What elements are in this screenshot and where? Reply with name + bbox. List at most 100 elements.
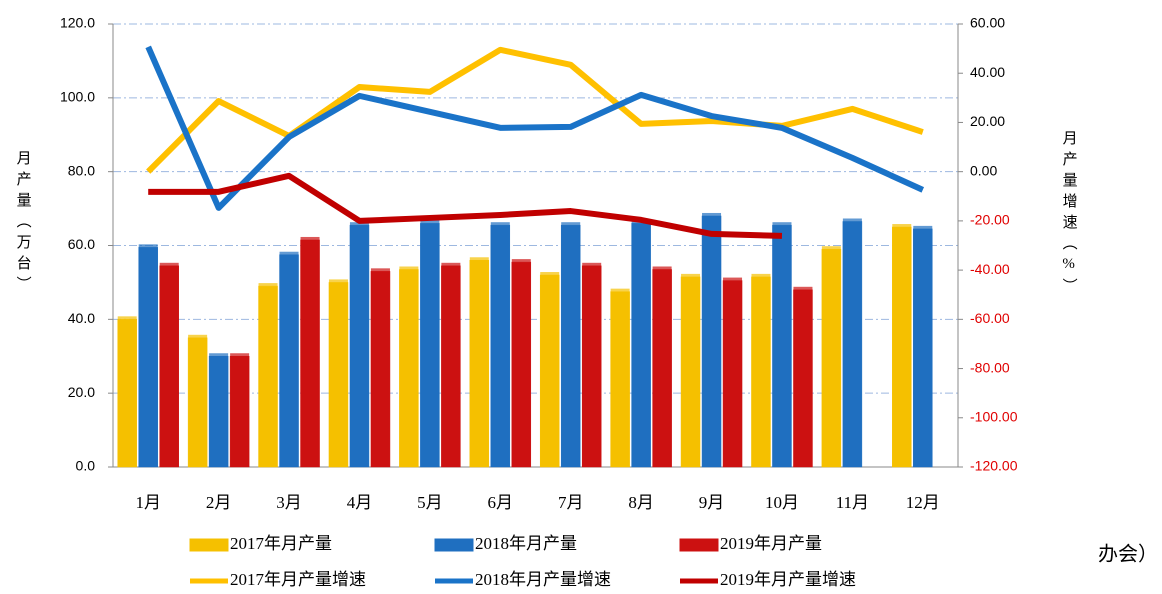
x-tick-label: 2月: [206, 493, 232, 512]
y-tick-label: 60.0: [68, 236, 95, 252]
y2-tick-label: -60.00: [970, 310, 1010, 326]
bar: [511, 261, 532, 468]
line: [148, 172, 783, 239]
y-tick-label: 40.0: [68, 310, 95, 326]
bar: [469, 260, 490, 468]
bar-top: [511, 259, 531, 263]
y2-axis-title: 月产量增速（%）: [1061, 130, 1078, 299]
y-tick-label: 80.0: [68, 162, 95, 178]
bar: [159, 265, 179, 468]
bar-top: [258, 283, 278, 287]
bar: [279, 254, 299, 468]
bar-top: [793, 286, 813, 290]
x-tick-label: 1月: [135, 493, 161, 512]
y-tick-label: 20.0: [68, 384, 95, 400]
y-tick-label: 0.0: [76, 458, 96, 474]
x-tick-label: 9月: [699, 493, 725, 512]
bar-top: [399, 266, 419, 270]
bar: [842, 221, 863, 468]
bar: [560, 224, 581, 468]
bar-top: [842, 218, 862, 222]
bar: [138, 247, 158, 468]
bar: [772, 224, 792, 468]
bar-top: [751, 273, 771, 277]
bar: [420, 223, 440, 468]
bar: [208, 356, 229, 468]
bar-top: [370, 268, 390, 272]
bar-top: [561, 222, 581, 226]
y2-tick-label: -120.00: [970, 458, 1018, 474]
y2-tick-label: 60.00: [970, 15, 1005, 31]
bar-top: [723, 277, 743, 281]
bar: [680, 276, 701, 468]
bar-top: [490, 222, 510, 226]
y2-tick-label: 0.00: [970, 162, 997, 178]
y2-tick-label: -20.00: [970, 212, 1010, 228]
bar-top: [892, 224, 912, 228]
bar: [300, 239, 320, 468]
x-tick-label: 12月: [906, 493, 940, 512]
bar: [187, 337, 208, 468]
bar: [349, 224, 370, 468]
y-axis-title: 月产量（万台）: [15, 150, 32, 297]
bar: [581, 265, 602, 468]
y-tick-label: 100.0: [60, 89, 95, 105]
bar-top: [702, 212, 722, 216]
bar-top: [610, 288, 630, 292]
y-tick-label: 120.0: [60, 15, 95, 31]
bar-top: [117, 316, 137, 320]
legend-label: 2019年月产量: [720, 534, 822, 553]
bar-top: [279, 251, 299, 255]
bar-top: [469, 257, 489, 261]
legend-label: 2018年月产量: [475, 534, 577, 553]
bar-top: [300, 236, 320, 240]
y2-tick-label: -40.00: [970, 261, 1010, 277]
bar: [652, 269, 672, 468]
annotation: 办会）: [1098, 543, 1158, 566]
bar-top: [582, 262, 602, 266]
bar: [892, 226, 912, 468]
bar: [117, 319, 137, 468]
bar: [490, 224, 511, 468]
legend-label: 2019年月产量增速: [720, 570, 856, 589]
x-tick-label: 6月: [488, 493, 514, 512]
bar-top: [159, 262, 179, 266]
bar: [370, 271, 391, 468]
x-tick-label: 3月: [276, 493, 302, 512]
bar-top: [821, 246, 841, 250]
y2-tick-label: 20.00: [970, 113, 1005, 129]
bar-top: [772, 222, 792, 226]
bar-top: [209, 353, 229, 357]
x-tick-label: 5月: [417, 493, 443, 512]
bar: [701, 215, 722, 468]
legend-swatch: [189, 538, 229, 552]
bar: [631, 223, 651, 468]
bar-top: [441, 262, 461, 266]
bar: [722, 280, 743, 468]
y2-tick-label: -100.00: [970, 408, 1018, 424]
legend-swatch: [679, 538, 719, 552]
line: [146, 46, 924, 174]
x-tick-label: 4月: [347, 493, 373, 512]
bar-top: [540, 272, 560, 276]
bar: [539, 274, 560, 468]
bar: [441, 265, 461, 468]
x-tick-label: 11月: [836, 493, 869, 512]
line: [145, 45, 925, 211]
bar-top: [138, 244, 158, 248]
bar: [258, 285, 278, 468]
x-tick-label: 8月: [628, 493, 654, 512]
bar: [399, 269, 419, 468]
bar-top: [681, 273, 701, 277]
legend-label: 2018年月产量增速: [475, 570, 611, 589]
bar-top: [230, 353, 250, 357]
y2-tick-label: -80.00: [970, 359, 1010, 375]
bar-top: [913, 225, 933, 229]
bar: [610, 291, 630, 468]
x-tick-label: 10月: [765, 493, 799, 512]
bar-top: [188, 334, 208, 338]
bar: [328, 282, 349, 468]
bar: [229, 356, 250, 468]
bar-top: [328, 279, 348, 283]
bar: [793, 289, 813, 468]
